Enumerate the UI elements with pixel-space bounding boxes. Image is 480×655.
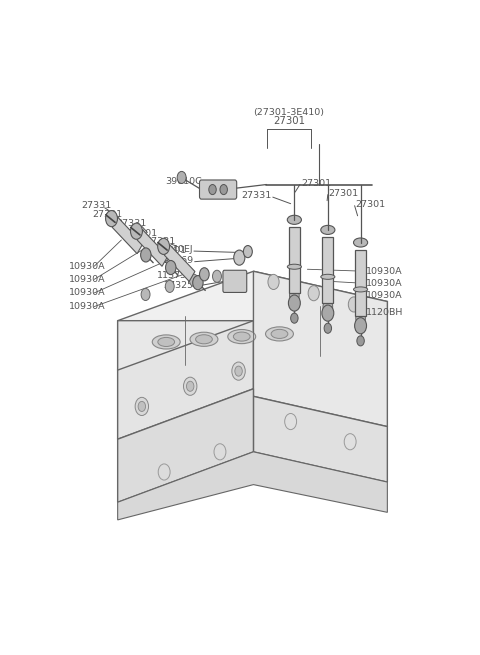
Text: 27331: 27331 xyxy=(145,236,175,246)
Circle shape xyxy=(177,172,186,183)
Circle shape xyxy=(288,295,300,311)
Text: 27301: 27301 xyxy=(156,246,186,255)
Text: 27301: 27301 xyxy=(329,189,359,198)
Circle shape xyxy=(357,336,364,346)
Circle shape xyxy=(165,280,174,292)
Circle shape xyxy=(131,223,143,239)
Text: 11375: 11375 xyxy=(157,271,187,280)
Text: 27331: 27331 xyxy=(82,201,112,210)
Circle shape xyxy=(232,362,245,380)
Ellipse shape xyxy=(288,215,301,225)
Text: 10930A: 10930A xyxy=(366,279,402,288)
Circle shape xyxy=(289,289,299,302)
Ellipse shape xyxy=(353,287,368,292)
Polygon shape xyxy=(118,389,253,502)
Circle shape xyxy=(141,248,151,262)
Circle shape xyxy=(268,274,279,290)
Text: 10930A: 10930A xyxy=(69,302,106,311)
Text: 1120BH: 1120BH xyxy=(366,308,403,317)
Circle shape xyxy=(234,250,245,265)
Ellipse shape xyxy=(195,335,212,344)
Circle shape xyxy=(106,210,118,227)
Circle shape xyxy=(243,246,252,257)
Text: (27301-3E410): (27301-3E410) xyxy=(253,108,324,117)
Text: 27301: 27301 xyxy=(301,179,331,187)
Text: 27369: 27369 xyxy=(164,255,194,265)
Polygon shape xyxy=(118,452,387,520)
Text: 27301: 27301 xyxy=(93,210,123,219)
Text: 10930A: 10930A xyxy=(69,262,106,271)
Text: 10930A: 10930A xyxy=(69,275,106,284)
Ellipse shape xyxy=(190,332,218,346)
Ellipse shape xyxy=(288,264,301,269)
Text: 27301: 27301 xyxy=(356,200,386,209)
Polygon shape xyxy=(118,271,387,370)
Polygon shape xyxy=(253,271,387,426)
Circle shape xyxy=(308,286,319,301)
Ellipse shape xyxy=(353,238,368,247)
Circle shape xyxy=(186,381,194,391)
Text: 10930A: 10930A xyxy=(69,288,106,297)
Circle shape xyxy=(348,297,360,312)
Text: 39610C: 39610C xyxy=(165,178,202,187)
Circle shape xyxy=(324,323,332,333)
Ellipse shape xyxy=(228,329,256,344)
Polygon shape xyxy=(253,396,387,482)
Circle shape xyxy=(323,300,333,313)
Ellipse shape xyxy=(233,332,250,341)
Circle shape xyxy=(290,313,298,323)
Text: 27301: 27301 xyxy=(273,117,305,126)
Ellipse shape xyxy=(321,274,335,279)
Ellipse shape xyxy=(265,327,293,341)
Text: 27325: 27325 xyxy=(164,281,194,290)
Polygon shape xyxy=(322,238,334,303)
Circle shape xyxy=(356,312,365,325)
Polygon shape xyxy=(164,245,195,282)
Circle shape xyxy=(141,288,150,301)
Circle shape xyxy=(235,366,242,376)
Circle shape xyxy=(192,276,203,290)
Polygon shape xyxy=(112,217,143,253)
Ellipse shape xyxy=(271,329,288,339)
Circle shape xyxy=(157,238,169,254)
Polygon shape xyxy=(118,321,253,440)
Polygon shape xyxy=(118,321,253,440)
Circle shape xyxy=(135,398,148,415)
Text: 27301: 27301 xyxy=(128,229,158,238)
Circle shape xyxy=(190,274,198,286)
Circle shape xyxy=(166,261,176,274)
Circle shape xyxy=(200,268,209,281)
FancyBboxPatch shape xyxy=(200,180,237,199)
Text: 27331: 27331 xyxy=(116,219,146,229)
Ellipse shape xyxy=(158,337,175,346)
Ellipse shape xyxy=(152,335,180,349)
Circle shape xyxy=(183,377,197,396)
Text: 1140EJ: 1140EJ xyxy=(160,244,193,253)
Text: 10930A: 10930A xyxy=(366,291,402,300)
Polygon shape xyxy=(137,230,168,267)
Circle shape xyxy=(355,318,367,334)
FancyBboxPatch shape xyxy=(223,271,247,292)
Circle shape xyxy=(138,402,145,411)
Circle shape xyxy=(220,185,228,195)
Polygon shape xyxy=(289,227,300,293)
Text: 10930A: 10930A xyxy=(366,267,402,276)
Circle shape xyxy=(322,305,334,321)
Ellipse shape xyxy=(321,225,335,234)
Circle shape xyxy=(213,271,221,282)
Polygon shape xyxy=(355,250,366,316)
Text: 27331: 27331 xyxy=(242,191,272,200)
Circle shape xyxy=(209,185,216,195)
